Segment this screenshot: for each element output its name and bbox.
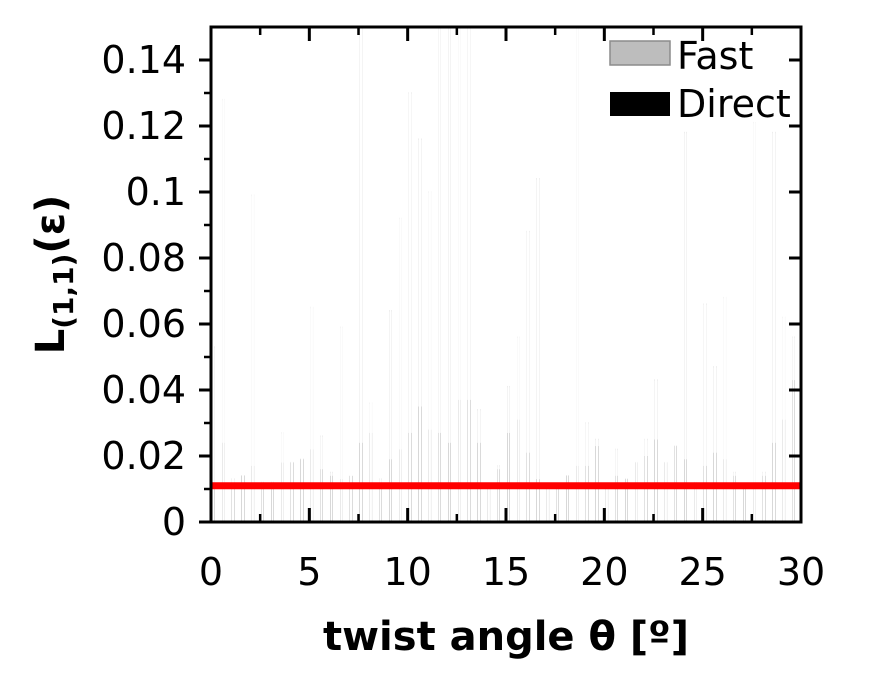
legend-swatch-direct <box>610 92 670 116</box>
y-tick-label: 0.06 <box>101 302 186 346</box>
y-tick-label: 0.1 <box>126 170 186 214</box>
y-tick-label: 0 <box>162 500 186 544</box>
tick-labels-group: 0 5 10 15 20 25 30 0 0.02 0.04 0.06 0.08 0.1 0.12 0.14 <box>101 38 825 594</box>
x-tick-label: 5 <box>297 550 321 594</box>
y-tick-label: 0.02 <box>101 434 186 478</box>
x-tick-label: 25 <box>678 550 726 594</box>
y-axis-title-main: L <box>28 329 74 355</box>
legend-label-fast: Fast <box>677 34 753 78</box>
x-tick-label: 10 <box>383 550 431 594</box>
x-axis-title: twist angle θ [º] <box>323 614 689 660</box>
legend: Fast Direct <box>609 34 791 126</box>
y-tick-label: 0.12 <box>101 104 186 148</box>
legend-swatch-fast <box>609 40 671 66</box>
y-axis-title-suffix: (ε) <box>28 195 74 254</box>
x-tick-label: 20 <box>580 550 628 594</box>
ticks-group <box>199 27 803 524</box>
y-axis-title: L(1,1)(ε) <box>28 195 80 355</box>
x-tick-label: 30 <box>777 550 825 594</box>
x-tick-label: 15 <box>482 550 530 594</box>
x-tick-label: 0 <box>199 550 223 594</box>
y-tick-label: 0.14 <box>101 38 186 82</box>
y-axis-title-subscript: (1,1) <box>47 254 80 329</box>
y-tick-label: 0.08 <box>101 236 186 280</box>
y-tick-label: 0.04 <box>101 368 186 412</box>
legend-label-direct: Direct <box>677 82 791 126</box>
